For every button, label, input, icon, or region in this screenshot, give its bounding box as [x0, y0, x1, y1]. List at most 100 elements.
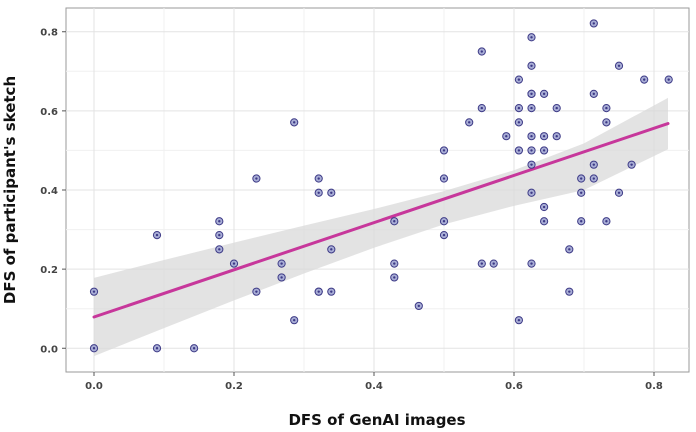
data-point — [465, 118, 474, 127]
data-point — [527, 188, 536, 197]
data-point — [514, 146, 524, 155]
data-point — [215, 217, 224, 226]
data-point-core — [580, 191, 583, 194]
data-point — [540, 146, 549, 155]
data-point-core — [605, 106, 608, 110]
data-point — [664, 75, 673, 84]
data-point — [152, 231, 162, 240]
data-point-core — [530, 262, 533, 265]
data-point — [589, 89, 598, 98]
data-point — [552, 132, 561, 141]
data-point — [540, 89, 549, 98]
data-point-core — [592, 22, 595, 25]
data-point — [89, 344, 99, 353]
data-point — [589, 160, 598, 169]
data-point — [390, 259, 399, 268]
y-tick-label: 0.2 — [40, 265, 58, 276]
data-point-core — [293, 318, 296, 322]
data-point — [89, 287, 99, 296]
data-point-core — [280, 262, 283, 265]
data-point-core — [505, 134, 508, 138]
data-point — [527, 33, 536, 42]
data-point-core — [480, 50, 483, 53]
data-point — [527, 259, 536, 268]
x-tick-label: 0.6 — [505, 381, 523, 392]
data-point — [277, 259, 286, 268]
data-point-core — [530, 106, 533, 110]
data-point — [527, 132, 536, 141]
data-point — [327, 287, 336, 296]
data-point — [327, 245, 336, 254]
data-point — [327, 188, 336, 197]
data-point — [627, 160, 636, 169]
data-point — [527, 160, 536, 169]
y-tick-label: 0.4 — [40, 186, 58, 197]
data-point-core — [442, 220, 446, 223]
data-point-core — [643, 78, 646, 81]
data-point-core — [330, 290, 333, 293]
data-point — [215, 231, 224, 240]
data-point-core — [555, 134, 558, 138]
fit-line — [92, 122, 670, 319]
data-point-core — [393, 220, 396, 223]
data-point — [439, 174, 449, 183]
data-point-core — [442, 177, 446, 180]
data-point — [314, 174, 323, 183]
data-point-core — [280, 276, 283, 279]
data-point-core — [530, 163, 533, 166]
data-point-core — [492, 262, 495, 265]
data-point-core — [192, 347, 196, 350]
data-point — [577, 174, 586, 183]
data-point — [439, 231, 449, 240]
data-point-core — [517, 121, 521, 124]
data-point — [252, 287, 261, 296]
confidence-band-area — [94, 97, 668, 357]
data-point — [229, 259, 239, 268]
data-point — [540, 217, 549, 226]
data-point-core — [317, 177, 320, 180]
data-point — [277, 273, 286, 282]
data-point-core — [255, 290, 258, 293]
x-axis-title: DFS of GenAI images — [288, 411, 465, 429]
data-point — [577, 188, 586, 197]
data-point-core — [293, 121, 296, 124]
data-point-core — [155, 233, 159, 237]
data-point — [589, 19, 598, 28]
data-point — [215, 245, 224, 254]
data-point-core — [530, 64, 533, 67]
data-point — [390, 217, 399, 226]
data-point — [540, 202, 549, 212]
data-point-core — [517, 149, 521, 152]
data-point-core — [393, 276, 396, 279]
data-point — [390, 273, 399, 282]
data-point — [540, 132, 549, 141]
data-point-core — [218, 220, 221, 223]
data-point-core — [592, 177, 595, 180]
data-point-core — [218, 248, 221, 251]
data-point-core — [592, 92, 595, 96]
data-point-core — [530, 134, 533, 138]
data-point — [439, 146, 449, 155]
data-point — [640, 75, 649, 84]
data-point — [527, 61, 536, 70]
data-point — [489, 259, 498, 268]
x-tick-label: 0.4 — [365, 381, 383, 392]
data-point — [314, 287, 323, 296]
data-point — [502, 132, 511, 141]
data-point-core — [580, 220, 583, 223]
data-point-core — [617, 191, 621, 194]
data-point-core — [530, 191, 533, 194]
data-point-core — [617, 64, 621, 67]
data-point — [190, 344, 199, 353]
data-point-core — [542, 220, 546, 223]
data-point — [514, 118, 524, 127]
regression-line — [92, 122, 670, 319]
data-point — [152, 344, 162, 353]
data-point-core — [542, 149, 546, 152]
data-point-core — [317, 290, 320, 293]
y-axis-title: DFS of participant's sketch — [1, 76, 19, 304]
data-point-core — [480, 106, 483, 110]
y-tick-label: 0.0 — [40, 344, 58, 355]
data-point-core — [630, 163, 633, 166]
data-point-core — [542, 134, 546, 138]
